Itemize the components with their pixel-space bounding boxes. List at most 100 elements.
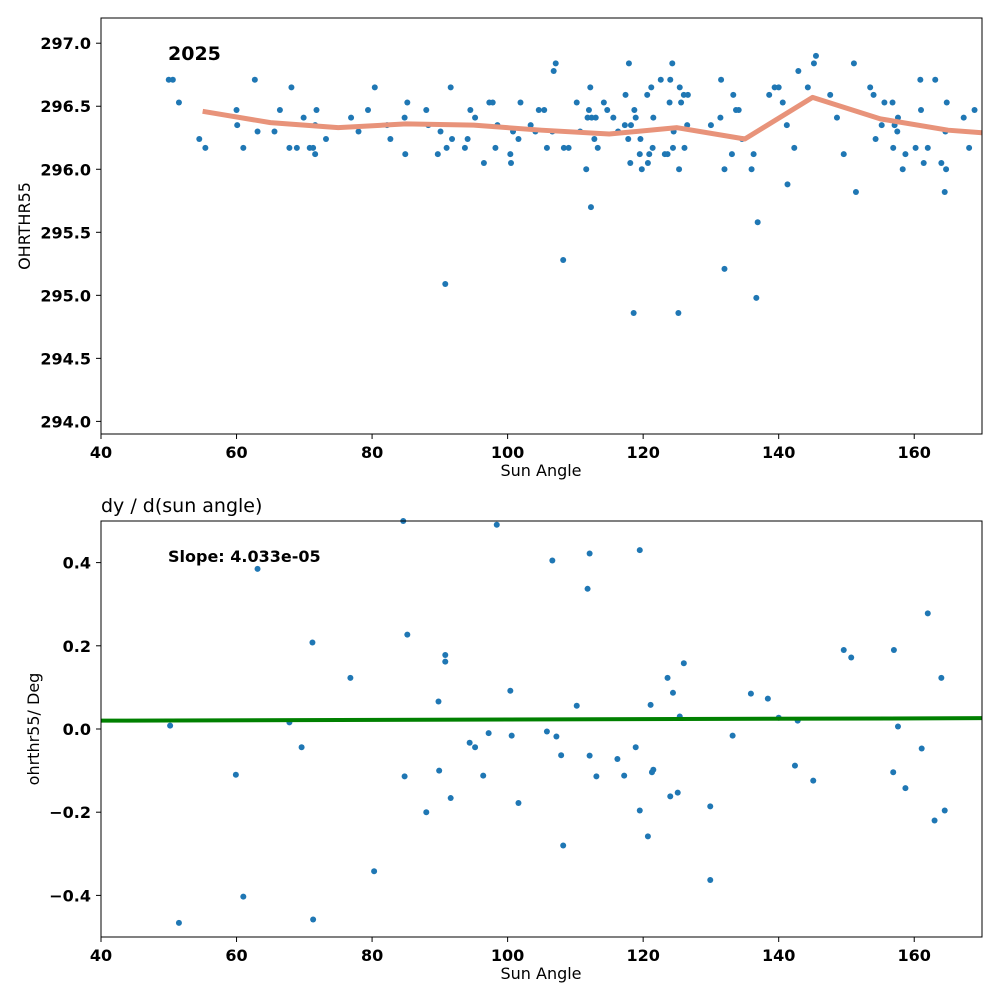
chart-0-point-91	[644, 91, 651, 98]
chart-1-point-28	[543, 728, 550, 735]
chart-1-point-41	[636, 547, 643, 554]
chart-0-point-15	[300, 114, 307, 121]
chart-1-point-46	[650, 766, 657, 773]
chart-0-x-tick-label-1: 60	[225, 443, 247, 462]
chart-0-point-123	[748, 166, 755, 173]
chart-0-point-56	[541, 107, 548, 114]
chart-1-marks	[100, 518, 983, 926]
chart-0-point-161	[938, 159, 945, 166]
chart-0-point-112	[684, 91, 691, 98]
chart-0-point-4	[202, 144, 209, 151]
chart-0-point-38	[449, 136, 456, 143]
chart-0-point-81	[625, 136, 632, 143]
chart-0-x-tick-label-3: 100	[491, 443, 524, 462]
chart-0-point-49	[508, 159, 514, 166]
chart-0-y-tick-label-5: 296.5	[40, 97, 91, 116]
chart-1-title: dy / d(sun angle)	[101, 495, 262, 517]
chart-0-point-114	[717, 114, 724, 121]
chart-0-point-115	[718, 76, 725, 83]
chart-1-point-14	[423, 809, 430, 816]
chart-0-point-62	[560, 144, 567, 151]
chart-1-point-0	[167, 722, 174, 729]
chart-0-point-135	[804, 84, 811, 91]
chart-1-point-59	[791, 762, 798, 769]
chart-1-point-63	[848, 654, 855, 661]
chart-0-point-162	[941, 188, 948, 195]
chart-0-point-148	[889, 99, 896, 106]
chart-1-point-26	[508, 732, 515, 739]
chart-0-point-45	[489, 99, 496, 106]
chart-0-point-146	[878, 122, 885, 129]
chart-0-point-118	[728, 151, 735, 158]
chart-0-point-39	[461, 144, 468, 151]
chart-0-point-167	[966, 144, 973, 151]
chart-1-point-52	[680, 660, 687, 667]
chart-1-point-21	[472, 744, 479, 751]
chart-0-point-25	[371, 84, 378, 91]
chart-0-point-86	[631, 107, 638, 114]
chart-0-point-96	[650, 114, 657, 121]
chart-0-point-21	[322, 136, 329, 143]
chart-1-point-71	[938, 674, 945, 681]
chart-1-point-56	[747, 690, 754, 697]
chart-1-point-4	[254, 565, 261, 572]
chart-0-point-10	[271, 128, 278, 135]
chart-0-point-74	[594, 144, 601, 151]
chart-0-point-133	[791, 144, 798, 151]
chart-0-point-106	[676, 166, 683, 173]
chart-0-point-9	[254, 128, 261, 135]
chart-1-point-30	[553, 733, 560, 740]
chart-1-point-36	[586, 752, 593, 759]
chart-0-point-92	[644, 159, 651, 166]
chart-0-x-tick-label-4: 120	[626, 443, 659, 462]
chart-1-point-42	[636, 807, 643, 814]
chart-0-point-68	[585, 107, 592, 114]
chart-0-point-166	[960, 114, 967, 121]
chart-0-point-149	[890, 144, 897, 151]
chart-0-point-158	[920, 159, 927, 166]
chart-0-point-156	[917, 76, 924, 83]
chart-0-point-64	[573, 99, 580, 106]
chart-1-point-27	[515, 800, 522, 807]
chart-1-point-39	[621, 772, 628, 779]
chart-0-point-28	[401, 114, 408, 121]
chart-1-point-25	[507, 687, 514, 694]
chart-0-point-89	[637, 136, 644, 143]
chart-0-point-33	[434, 151, 441, 158]
chart-1-point-50	[674, 789, 681, 796]
chart-0-y-axis-label: OHRTHR55	[15, 182, 34, 270]
chart-1-point-65	[890, 769, 897, 776]
chart-0-point-138	[827, 91, 834, 98]
chart-1-point-40	[632, 744, 639, 751]
chart-0-point-124	[750, 151, 757, 158]
chart-0-point-83	[627, 159, 634, 166]
chart-0-point-103	[669, 144, 676, 151]
chart-1-point-2	[232, 771, 239, 778]
chart-1-point-10	[371, 868, 378, 875]
chart-0-point-143	[867, 84, 874, 91]
chart-0-point-102	[669, 60, 676, 67]
chart-1-point-20	[466, 739, 473, 746]
chart-0-point-19	[312, 151, 319, 158]
chart-0-point-97	[657, 76, 664, 83]
chart-1-point-33	[573, 702, 580, 709]
chart-0-x-axis-label: Sun Angle	[500, 461, 581, 480]
chart-0-point-134	[795, 67, 802, 74]
chart-0-point-34	[437, 128, 444, 135]
chart-0-point-84	[627, 122, 634, 129]
chart-0-point-147	[881, 99, 888, 106]
chart-0-point-130	[779, 99, 786, 106]
chart-1-x-tick-label-1: 60	[225, 946, 247, 965]
chart-1-y-tick-label-0: −0.4	[49, 886, 91, 905]
chart-1-point-1	[175, 919, 182, 926]
chart-0-y-axis: 294.0 294.5 295.0 295.5 296.0 296.5 297.0	[40, 34, 101, 431]
chart-0-x-axis: 40 60 80 100 120 140 160	[90, 434, 931, 462]
chart-1-point-69	[924, 610, 931, 617]
chart-0-point-3	[196, 136, 203, 143]
chart-0-point-60	[552, 60, 559, 67]
chart-0-point-108	[678, 99, 685, 106]
chart-0-point-154	[902, 151, 909, 158]
chart-0-point-82	[625, 60, 632, 67]
chart-1-point-47	[664, 674, 671, 681]
